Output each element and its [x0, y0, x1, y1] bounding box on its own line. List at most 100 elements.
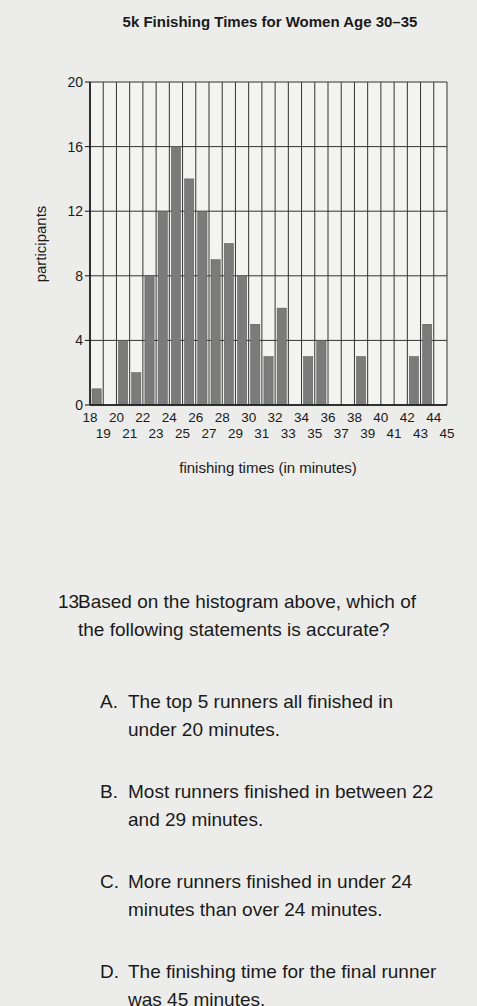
bar	[317, 340, 326, 405]
y-tick	[85, 211, 90, 212]
y-tick-label: 12	[67, 203, 83, 219]
x-tick-label: 24	[162, 410, 178, 425]
grid-line-x	[209, 82, 210, 405]
bar	[277, 308, 286, 405]
bar	[118, 340, 127, 405]
bar	[251, 324, 260, 405]
x-tick-label: 43	[413, 426, 428, 441]
y-tick	[85, 340, 90, 341]
x-tick-label: 37	[334, 426, 349, 441]
grid-line-x	[394, 82, 395, 405]
grid-line-x	[195, 82, 196, 405]
x-tick-label: 36	[320, 410, 335, 425]
grid-line-x	[142, 82, 143, 405]
x-tick-label: 34	[294, 410, 310, 425]
x-tick-label: 25	[175, 426, 190, 441]
x-tick-label: 39	[360, 426, 375, 441]
x-tick-label: 21	[122, 426, 137, 441]
grid-line-x	[261, 82, 262, 405]
bar	[409, 357, 418, 405]
grid-line-x	[169, 82, 170, 405]
bar	[264, 357, 273, 405]
x-tick-label: 30	[241, 410, 256, 425]
grid-line-x	[447, 82, 448, 405]
y-tick	[85, 146, 90, 147]
grid-line-y	[90, 146, 447, 147]
x-tick-label: 40	[373, 410, 388, 425]
x-tick-label: 35	[307, 426, 322, 441]
x-tick-label: 28	[215, 410, 230, 425]
grid	[90, 82, 447, 405]
grid-line-y	[90, 82, 447, 83]
option-text: The top 5 runners all finished in under …	[128, 688, 444, 744]
grid-line-x	[328, 82, 329, 405]
x-label: finishing times (in minutes)	[179, 459, 357, 476]
grid-line-x	[248, 82, 249, 405]
bar	[92, 389, 101, 405]
y-tick	[85, 82, 90, 83]
x-tick-label: 22	[135, 410, 150, 425]
grid-line-x	[367, 82, 368, 405]
plot-area	[90, 82, 447, 405]
x-tick-label: 41	[387, 426, 402, 441]
bar	[132, 373, 141, 405]
grid-line-x	[354, 82, 355, 405]
x-tick-label: 29	[228, 426, 243, 441]
option-text: More runners finished in under 24 minute…	[128, 868, 444, 924]
grid-line-x	[433, 82, 434, 405]
bar	[185, 179, 194, 405]
bar	[356, 357, 365, 405]
x-axis	[90, 404, 447, 406]
x-tick-label: 38	[347, 410, 362, 425]
x-tick-label: 26	[188, 410, 203, 425]
bar	[224, 244, 233, 406]
bars	[92, 147, 432, 405]
grid-line-x	[341, 82, 342, 405]
grid-line-x	[156, 82, 157, 405]
y-tick-label: 20	[67, 74, 83, 90]
bar	[171, 147, 180, 405]
grid-line-x	[314, 82, 315, 405]
grid-line-x	[380, 82, 381, 405]
option-text: Most runners finished in between 22 and …	[128, 778, 444, 834]
y-tick-label: 8	[75, 268, 83, 284]
y-tick	[85, 405, 90, 406]
grid-line-x	[420, 82, 421, 405]
grid-line-y	[90, 405, 447, 406]
x-tick-label: 18	[82, 410, 97, 425]
option-letter: C.	[100, 868, 119, 896]
x-tick-label: 19	[96, 426, 111, 441]
x-tick-label: 23	[149, 426, 164, 441]
grid-line-x	[288, 82, 289, 405]
option-letter: D.	[100, 958, 119, 986]
y-axis	[89, 82, 91, 405]
grid-line-y	[90, 275, 447, 276]
grid-line-x	[129, 82, 130, 405]
grid-line-x	[275, 82, 276, 405]
grid-line-x	[301, 82, 302, 405]
option-text: The finishing time for the final runner …	[128, 958, 444, 1006]
grid-line-x	[235, 82, 236, 405]
x-tick-label: 42	[400, 410, 415, 425]
x-tick-label: 31	[254, 426, 269, 441]
y-tick-label: 16	[67, 139, 83, 155]
title: 5k Finishing Times for Women Age 30–35	[123, 13, 418, 30]
bar	[211, 260, 220, 405]
grid-line-x	[90, 82, 91, 405]
bar	[158, 211, 167, 405]
bar	[423, 324, 432, 405]
grid-line-x	[116, 82, 117, 405]
x-tick-label: 32	[268, 410, 283, 425]
question-stem: Based on the histogram above, which of t…	[78, 588, 433, 644]
y-tick-label: 4	[75, 332, 83, 348]
x-tick-label: 33	[281, 426, 296, 441]
x-tick-label: 27	[201, 426, 216, 441]
grid-line-x	[222, 82, 223, 405]
bar	[145, 276, 154, 405]
grid-line-y	[90, 211, 447, 212]
grid-line-y	[90, 340, 447, 341]
grid-line-x	[182, 82, 183, 405]
bar	[198, 211, 207, 405]
option-letter: A.	[100, 688, 118, 716]
x-tick-label: 20	[109, 410, 124, 425]
